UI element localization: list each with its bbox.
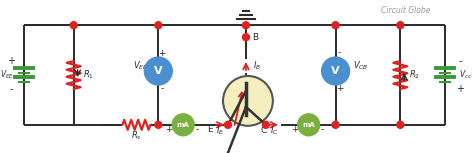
Circle shape bbox=[332, 22, 339, 29]
Text: $R_2$: $R_2$ bbox=[409, 69, 420, 81]
Text: V: V bbox=[331, 66, 340, 76]
Circle shape bbox=[397, 22, 404, 29]
Text: Circuit Globe: Circuit Globe bbox=[381, 6, 430, 15]
Circle shape bbox=[322, 57, 349, 85]
Text: +: + bbox=[165, 125, 173, 134]
Circle shape bbox=[172, 114, 194, 136]
Text: B: B bbox=[252, 33, 258, 42]
Circle shape bbox=[243, 22, 249, 29]
Circle shape bbox=[298, 114, 319, 136]
Text: C: C bbox=[261, 126, 267, 135]
Circle shape bbox=[332, 121, 339, 128]
Text: $V_{EE}$: $V_{EE}$ bbox=[0, 69, 14, 81]
Text: +: + bbox=[7, 56, 15, 66]
Circle shape bbox=[155, 121, 162, 128]
Text: $I_C$: $I_C$ bbox=[270, 125, 278, 137]
Circle shape bbox=[155, 22, 162, 29]
Text: $V_{cc}$: $V_{cc}$ bbox=[458, 69, 472, 81]
Text: E: E bbox=[207, 125, 213, 134]
Text: -: - bbox=[195, 125, 199, 134]
Circle shape bbox=[223, 76, 273, 126]
Text: +: + bbox=[158, 49, 166, 58]
Text: mA: mA bbox=[302, 122, 315, 128]
Text: -: - bbox=[9, 84, 13, 94]
Text: $I_E$: $I_E$ bbox=[216, 125, 224, 137]
Circle shape bbox=[263, 121, 269, 128]
Text: mA: mA bbox=[177, 122, 190, 128]
Text: V: V bbox=[154, 66, 163, 76]
Circle shape bbox=[225, 121, 231, 128]
Text: +: + bbox=[291, 125, 299, 134]
Text: $V_{CB}$: $V_{CB}$ bbox=[354, 60, 369, 72]
Circle shape bbox=[145, 57, 172, 85]
Text: -: - bbox=[458, 56, 462, 66]
Circle shape bbox=[70, 22, 77, 29]
Text: $R_s$: $R_s$ bbox=[131, 129, 142, 142]
Circle shape bbox=[397, 121, 404, 128]
Text: -: - bbox=[321, 125, 324, 134]
Text: $I_B$: $I_B$ bbox=[253, 60, 261, 72]
Text: -: - bbox=[338, 49, 341, 58]
Text: $R_1$: $R_1$ bbox=[82, 69, 93, 81]
Text: +: + bbox=[336, 84, 343, 93]
Text: $V_{EB}$: $V_{EB}$ bbox=[133, 60, 148, 72]
Text: -: - bbox=[161, 84, 164, 93]
Circle shape bbox=[243, 34, 249, 41]
Text: +: + bbox=[456, 84, 464, 94]
